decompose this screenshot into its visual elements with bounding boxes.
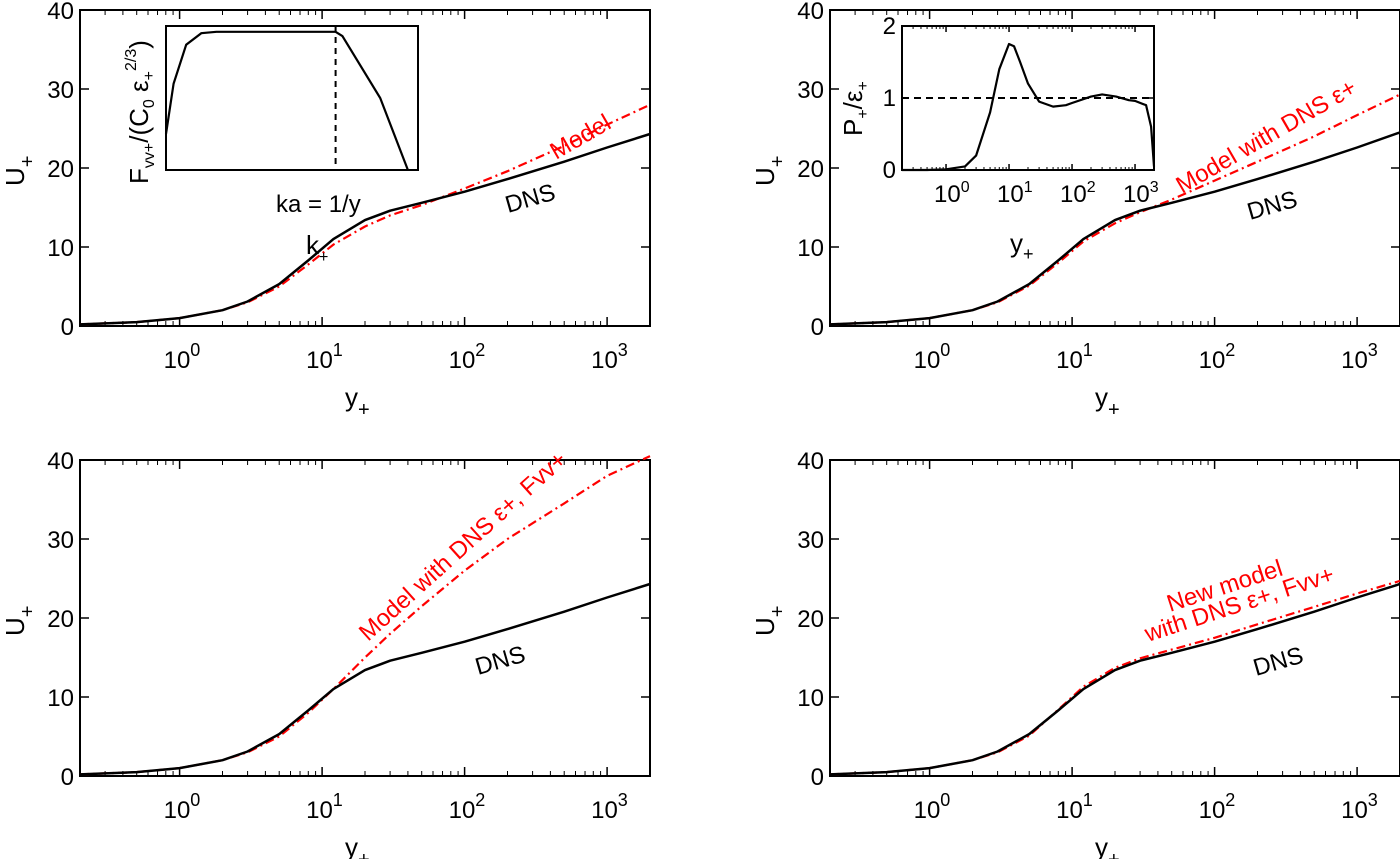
y-tick-label: 30 — [797, 527, 824, 554]
y-tick-label: 40 — [47, 448, 74, 475]
y-tick-label: 0 — [811, 314, 824, 341]
y-tick-label: 30 — [47, 77, 74, 104]
inset-series-line — [902, 42, 1156, 172]
series-line — [79, 132, 651, 326]
inset-marker-label: ka = 1/y — [276, 191, 361, 218]
y-tick-label: 0 — [811, 764, 824, 791]
series-line — [79, 582, 651, 776]
inset-frame — [165, 25, 419, 171]
series-line — [829, 582, 1400, 776]
y-tick-label: 40 — [797, 448, 824, 475]
y-tick-label: 20 — [797, 156, 824, 183]
inset-series-line — [164, 30, 409, 171]
y-tick-label: 20 — [797, 606, 824, 633]
y-tick-label: 20 — [47, 156, 74, 183]
y-tick-label: 10 — [797, 685, 824, 712]
series-line — [829, 131, 1400, 326]
y-tick-label: 1 — [883, 85, 896, 112]
y-tick-label: 0 — [61, 764, 74, 791]
y-tick-label: 40 — [797, 0, 824, 25]
y-tick-label: 40 — [47, 0, 74, 25]
y-tick-label: 2 — [883, 13, 896, 40]
y-tick-label: 0 — [61, 314, 74, 341]
inset-plot-area — [164, 26, 409, 171]
y-tick-label: 30 — [797, 77, 824, 104]
y-tick-label: 10 — [47, 235, 74, 262]
y-tick-label: 30 — [47, 527, 74, 554]
y-tick-label: 0 — [883, 157, 896, 184]
y-tick-label: 10 — [47, 685, 74, 712]
y-tick-label: 20 — [47, 606, 74, 633]
y-tick-label: 10 — [797, 235, 824, 262]
